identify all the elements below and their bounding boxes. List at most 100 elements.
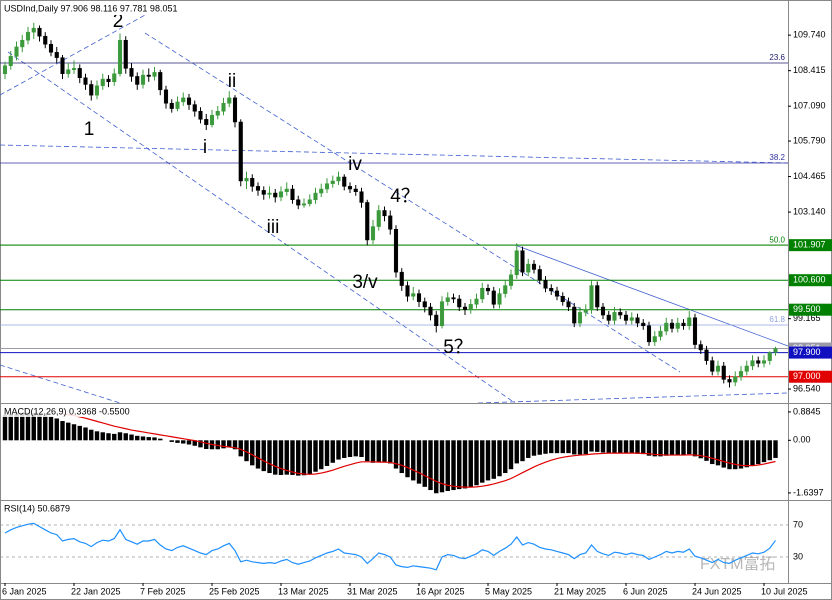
x-tick-label: 16 Apr 2025 (416, 586, 465, 596)
candle-body (577, 312, 583, 324)
candle-body (278, 191, 284, 198)
title-bg (2, 3, 172, 15)
macd-bar (365, 440, 370, 462)
macd-bar (733, 440, 738, 470)
candle-body (635, 317, 640, 324)
candle-body (646, 325, 652, 343)
candle-body (669, 322, 675, 329)
candle-body (221, 102, 226, 112)
candle-body (353, 188, 358, 192)
macd-bar (359, 440, 364, 457)
level-label: 97.000 (793, 371, 821, 381)
macd-bar (595, 440, 600, 452)
title-bg (2, 406, 134, 417)
y-tick-label: 99.165 (793, 313, 821, 323)
y-tick-label: 104.465 (793, 171, 826, 181)
y-tick-label: 0.00 (793, 435, 811, 445)
macd-bar (704, 440, 709, 461)
candle-body (698, 344, 703, 351)
y-tick-label: 105.790 (793, 135, 826, 145)
candle-body (715, 365, 721, 372)
candle-body (8, 56, 13, 66)
panel-title: RSI(14) 50.6879 (4, 503, 70, 513)
macd-bar (330, 440, 335, 463)
trend-line (144, 32, 681, 373)
x-tick-label: 7 Feb 2025 (140, 586, 186, 596)
candle-body (244, 178, 249, 182)
macd-bar (681, 440, 686, 455)
macd-bar (204, 440, 209, 449)
candle-body (175, 101, 180, 109)
x-tick-label: 31 Mar 2025 (347, 586, 398, 596)
macd-bar (388, 440, 393, 464)
wave-label: ii (228, 71, 236, 92)
macd-bar (43, 415, 48, 441)
candle-body (445, 297, 450, 302)
candle-body (560, 296, 565, 302)
candle-body (514, 250, 519, 276)
candle-body (388, 215, 393, 230)
candle-body (623, 314, 629, 321)
macd-bar (422, 440, 427, 487)
level-box (789, 303, 832, 316)
macd-bar (566, 440, 571, 454)
candle-body (382, 210, 387, 217)
level-box (789, 370, 832, 383)
macd-bar (324, 440, 330, 466)
macd-bar (543, 440, 548, 454)
candle-body (520, 250, 525, 273)
macd-bar (756, 440, 761, 465)
macd-bar (77, 425, 82, 441)
candle-body (71, 68, 77, 70)
y-tick-label: 109.740 (793, 30, 826, 40)
candle-body (767, 352, 772, 361)
candle-body (658, 330, 663, 337)
wave-label: 3/v (352, 272, 378, 293)
candle-body (319, 188, 324, 194)
trend-line (514, 244, 789, 347)
candle-body (491, 290, 496, 305)
candle-body (238, 121, 243, 182)
x-tick-label: 10 Jul 2025 (761, 586, 808, 596)
macd-bar (54, 418, 59, 441)
macd-bar (405, 440, 410, 478)
candle-body (405, 285, 410, 297)
macd-bar (623, 440, 629, 454)
candle-body (692, 317, 698, 345)
x-tick-label: 24 Jun 2025 (692, 586, 742, 596)
macd-bar (664, 440, 669, 456)
candle-body (457, 298, 462, 308)
y-tick-label: 0.8845 (793, 406, 821, 416)
macd-bar (710, 440, 715, 465)
x-tick-label: 6 Jan 2025 (2, 586, 47, 596)
candle-body (152, 72, 157, 77)
candle-body (537, 269, 542, 281)
macd-bar (721, 440, 726, 468)
macd-bar (106, 433, 111, 441)
macd-bar (290, 440, 295, 475)
macd-bar (227, 440, 232, 448)
candle-body (526, 263, 531, 273)
rsi-line (4, 522, 776, 571)
candle-body (359, 191, 364, 203)
candle-body (462, 306, 468, 310)
macd-bar (94, 431, 100, 441)
candle-body (324, 183, 330, 190)
macd-bar (600, 440, 606, 453)
macd-bar (618, 440, 623, 454)
candle-body (301, 203, 307, 206)
candle-body (738, 371, 744, 377)
candle-body (365, 202, 370, 241)
candle-body (681, 322, 686, 327)
macd-bar (20, 413, 25, 441)
candle-body (485, 287, 491, 292)
candle-body (77, 68, 82, 79)
macd-bar (112, 433, 117, 441)
candle-body (508, 274, 514, 286)
macd-bar (439, 440, 445, 493)
candle-body (2, 65, 8, 74)
y-tick-label: 30 (793, 551, 803, 561)
candle-body (169, 102, 174, 109)
candle-body (227, 97, 232, 104)
candle-body (572, 306, 577, 324)
